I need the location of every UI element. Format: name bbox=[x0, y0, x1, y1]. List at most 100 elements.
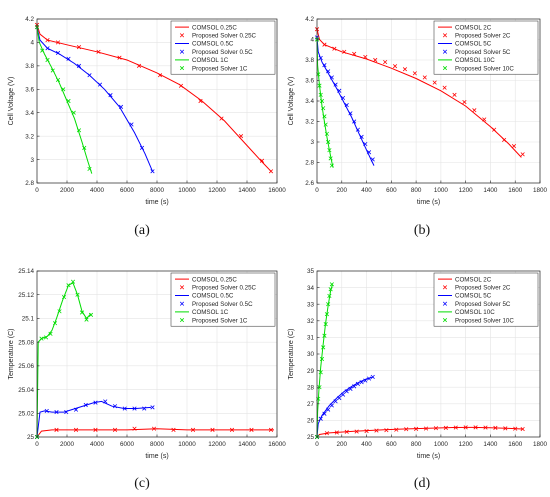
x-tick-label: 1800 bbox=[533, 187, 548, 194]
y-tick-label: 4.2 bbox=[305, 16, 314, 23]
data-point-proposed-solver-0-5c bbox=[76, 63, 82, 68]
y-tick-label: 4.2 bbox=[25, 16, 34, 23]
y-axis-label: Cell Voltage (V) bbox=[288, 77, 295, 126]
data-point-proposed-solver-2c bbox=[373, 57, 378, 63]
data-point-proposed-solver-5c bbox=[344, 103, 349, 108]
data-point-proposed-solver-2c bbox=[483, 425, 488, 430]
x-tick-label: 4000 bbox=[90, 187, 105, 194]
legend-box bbox=[433, 272, 539, 327]
data-point-proposed-solver-2c bbox=[473, 425, 478, 430]
legend-label: COMSOL 1C bbox=[192, 309, 229, 316]
data-point-proposed-solver-0-25c bbox=[238, 134, 244, 139]
x-tick-label: 1000 bbox=[434, 441, 449, 448]
data-point-proposed-solver-0-25c bbox=[219, 116, 224, 121]
data-point-proposed-solver-5c bbox=[366, 150, 372, 155]
data-point-proposed-solver-2c bbox=[432, 80, 437, 85]
data-point-proposed-solver-0-5c bbox=[139, 145, 145, 150]
y-tick-label: 3.6 bbox=[305, 78, 314, 85]
data-point-proposed-solver-2c bbox=[492, 127, 497, 132]
data-point-proposed-solver-10c bbox=[319, 98, 325, 104]
x-axis-label: time (s) bbox=[417, 453, 440, 460]
data-point-proposed-solver-0-5c bbox=[87, 73, 92, 78]
data-point-proposed-solver-5c bbox=[329, 75, 334, 80]
y-tick-label: 31 bbox=[307, 335, 315, 342]
data-point-proposed-solver-5c bbox=[363, 141, 368, 147]
data-point-proposed-solver-5c bbox=[359, 134, 364, 139]
data-point-proposed-solver-1c bbox=[84, 317, 89, 322]
y-tick-label: 25 bbox=[27, 434, 35, 441]
data-point-proposed-solver-10c bbox=[324, 131, 329, 136]
data-point-proposed-solver-0-5c bbox=[55, 50, 61, 56]
x-tick-label: 6000 bbox=[120, 441, 135, 448]
data-point-proposed-solver-5c bbox=[337, 395, 342, 401]
data-point-proposed-solver-0-25c bbox=[178, 83, 184, 88]
legend-swatch-proposed-solver-0-5c bbox=[179, 49, 185, 54]
x-tick-label: 1200 bbox=[459, 187, 474, 194]
legend-label: Proposed Solver 1C bbox=[192, 317, 248, 324]
y-tick-label: 3.8 bbox=[305, 57, 314, 64]
y-tick-label: 3.8 bbox=[25, 63, 34, 70]
x-tick-label: 6000 bbox=[120, 187, 135, 194]
data-point-proposed-solver-0-25c bbox=[45, 38, 50, 43]
panel-label-d: (d) bbox=[414, 476, 431, 491]
y-tick-label: 3 bbox=[310, 139, 314, 146]
panel-label-b: (b) bbox=[414, 223, 431, 238]
data-point-proposed-solver-2c bbox=[402, 67, 408, 72]
data-point-proposed-solver-2c bbox=[322, 42, 327, 47]
data-point-proposed-solver-1c bbox=[70, 279, 76, 284]
y-tick-label: 3.4 bbox=[305, 98, 314, 105]
data-point-proposed-solver-0-5c bbox=[129, 122, 134, 127]
data-point-proposed-solver-0-5c bbox=[64, 410, 69, 415]
data-point-proposed-solver-0-25c bbox=[117, 55, 122, 60]
data-point-proposed-solver-0-25c bbox=[73, 427, 79, 432]
data-point-proposed-solver-0-5c bbox=[103, 399, 108, 404]
data-point-proposed-solver-1c bbox=[57, 309, 62, 314]
x-tick-label: 8000 bbox=[150, 441, 165, 448]
legend-swatch-proposed-solver-0-25c bbox=[179, 285, 185, 290]
data-point-proposed-solver-5c bbox=[318, 55, 323, 61]
data-point-proposed-solver-0-25c bbox=[229, 427, 235, 432]
data-point-proposed-solver-2c bbox=[423, 426, 429, 431]
data-point-proposed-solver-0-5c bbox=[132, 406, 137, 411]
y-tick-label: 29 bbox=[307, 368, 315, 375]
data-point-proposed-solver-1c bbox=[40, 48, 45, 53]
data-point-proposed-solver-2c bbox=[352, 51, 357, 56]
legend-label: Proposed Solver 5C bbox=[455, 301, 511, 308]
legend-swatch-proposed-solver-1c bbox=[179, 318, 185, 323]
panel-label-c: (c) bbox=[134, 476, 150, 491]
legend-label: Proposed Solver 10C bbox=[455, 65, 514, 72]
data-point-proposed-solver-0-25c bbox=[55, 40, 61, 45]
legend-label: Proposed Solver 0.5C bbox=[192, 49, 253, 56]
panel-label-a: (a) bbox=[134, 223, 150, 238]
y-tick-label: 3.4 bbox=[25, 110, 34, 117]
x-tick-label: 1400 bbox=[483, 441, 498, 448]
y-tick-label: 25.14 bbox=[18, 268, 34, 275]
y-tick-label: 25 bbox=[307, 434, 315, 441]
data-point-proposed-solver-5c bbox=[322, 63, 327, 68]
data-point-proposed-solver-0-25c bbox=[112, 427, 118, 432]
data-point-proposed-solver-0-5c bbox=[108, 93, 113, 98]
x-tick-label: 200 bbox=[337, 441, 348, 448]
data-point-proposed-solver-2c bbox=[342, 49, 347, 54]
data-point-proposed-solver-0-5c bbox=[45, 46, 50, 51]
legend-box bbox=[170, 272, 276, 327]
data-point-proposed-solver-1c bbox=[71, 110, 76, 115]
data-point-proposed-solver-2c bbox=[433, 426, 439, 431]
data-point-proposed-solver-0-5c bbox=[122, 406, 127, 411]
y-tick-label: 2.6 bbox=[305, 180, 314, 187]
data-point-proposed-solver-2c bbox=[392, 64, 398, 69]
legend-swatch-proposed-solver-0-5c bbox=[179, 301, 185, 306]
panel-c: 0 2000 4000 6000 8000 10000 12000 14000 16000 25 2… bbox=[8, 268, 286, 460]
legend-label: Proposed Solver 10C bbox=[455, 317, 514, 324]
y-tick-label: 25.1 bbox=[22, 316, 35, 323]
data-point-proposed-solver-10c bbox=[323, 122, 328, 127]
x-tick-label: 1600 bbox=[508, 441, 523, 448]
y-tick-label: 25.04 bbox=[18, 387, 34, 394]
data-point-proposed-solver-2c bbox=[363, 54, 368, 60]
data-point-proposed-solver-0-5c bbox=[150, 405, 155, 410]
data-point-proposed-solver-2c bbox=[462, 99, 467, 105]
legend-label: COMSOL 2C bbox=[455, 24, 492, 31]
data-point-proposed-solver-2c bbox=[364, 428, 369, 434]
y-tick-label: 25.12 bbox=[18, 292, 34, 299]
x-tick-label: 600 bbox=[386, 441, 397, 448]
